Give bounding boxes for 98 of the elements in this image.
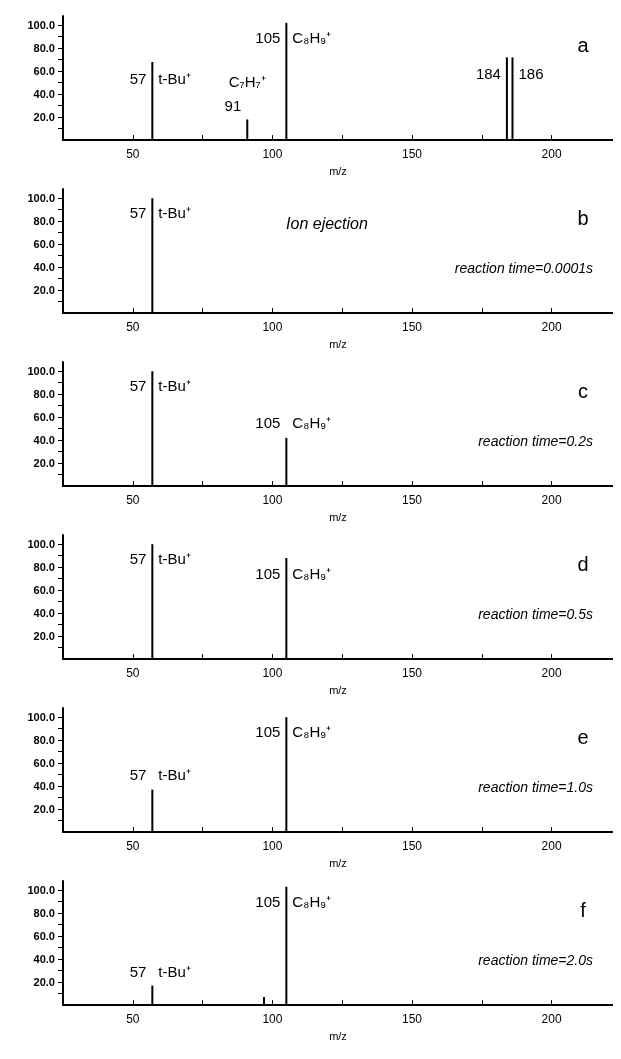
x-tick-label: 150 xyxy=(401,320,423,335)
y-tick-label: 40.0 xyxy=(33,434,55,447)
x-tick-label: 100 xyxy=(262,147,283,162)
x-tick-label: 50 xyxy=(126,1012,140,1027)
annotation: reaction time=0.5s xyxy=(478,605,593,622)
y-tick-label: 100.0 xyxy=(27,884,55,897)
annotation: reaction time=2.0s xyxy=(478,951,593,968)
y-tick-label: 20.0 xyxy=(33,630,55,643)
annotation: 105 xyxy=(255,413,281,431)
y-tick-label: 40.0 xyxy=(33,780,55,793)
y-tick-label: 40.0 xyxy=(33,261,55,274)
annotation: C₈H₉⁺ xyxy=(292,723,332,741)
annotation: reaction time=0.0001s xyxy=(454,259,593,276)
y-tick-label: 100.0 xyxy=(27,365,55,378)
y-tick-label: 60.0 xyxy=(33,411,55,424)
y-tick-label: 60.0 xyxy=(33,238,55,251)
annotation: C₈H₉⁺ xyxy=(292,413,332,431)
annotation: d xyxy=(577,552,589,575)
annotation: reaction time=1.0s xyxy=(478,778,593,795)
x-tick-label: 200 xyxy=(541,666,562,681)
x-tick-label: 100 xyxy=(262,839,283,854)
x-tick-label: 200 xyxy=(541,320,562,335)
annotation: Ion ejection xyxy=(286,214,369,232)
x-axis-title: m/z xyxy=(329,164,347,177)
x-axis-title: m/z xyxy=(329,337,347,350)
annotation: t-Bu⁺ xyxy=(158,962,191,980)
annotation: 105 xyxy=(255,564,281,582)
y-tick-label: 80.0 xyxy=(33,388,55,401)
annotation: 105 xyxy=(255,28,281,46)
y-tick-label: 20.0 xyxy=(33,111,55,124)
y-tick-label: 40.0 xyxy=(33,88,55,101)
annotation: a xyxy=(577,33,590,56)
annotation: 186 xyxy=(518,65,544,83)
x-axis-title: m/z xyxy=(329,1029,347,1042)
annotation: t-Bu⁺ xyxy=(158,377,191,395)
y-tick-label: 60.0 xyxy=(33,584,55,597)
y-tick-label: 80.0 xyxy=(33,734,55,747)
x-axis-title: m/z xyxy=(329,510,347,523)
annotation: 57 xyxy=(129,70,147,88)
y-tick-label: 80.0 xyxy=(33,561,55,574)
y-tick-label: 100.0 xyxy=(27,19,55,32)
y-tick-label: 40.0 xyxy=(33,607,55,620)
x-tick-label: 50 xyxy=(126,320,140,335)
x-axis-title: m/z xyxy=(329,683,347,696)
y-tick-label: 20.0 xyxy=(33,976,55,989)
annotation: b xyxy=(577,206,589,229)
annotation: C₇H₇⁺ xyxy=(228,72,266,90)
x-tick-label: 200 xyxy=(541,147,562,162)
y-tick-label: 20.0 xyxy=(33,803,55,816)
annotation: 105 xyxy=(255,723,281,741)
annotation: 91 xyxy=(224,96,242,114)
x-tick-label: 150 xyxy=(401,147,423,162)
annotation: C₈H₉⁺ xyxy=(292,892,332,910)
y-tick-label: 100.0 xyxy=(27,192,55,205)
x-tick-label: 150 xyxy=(401,1012,423,1027)
annotation: C₈H₉⁺ xyxy=(292,564,332,582)
y-tick-label: 20.0 xyxy=(33,457,55,470)
x-tick-label: 200 xyxy=(541,493,562,508)
x-tick-label: 50 xyxy=(126,493,140,508)
annotation: e xyxy=(577,725,589,748)
annotation: 184 xyxy=(475,65,501,83)
annotation: 57 xyxy=(129,765,147,783)
x-tick-label: 50 xyxy=(126,666,140,681)
y-tick-label: 80.0 xyxy=(33,42,55,55)
annotation: reaction time=0.2s xyxy=(478,432,593,449)
y-tick-label: 20.0 xyxy=(33,284,55,297)
y-tick-label: 40.0 xyxy=(33,953,55,966)
annotation: 57 xyxy=(129,962,147,980)
x-tick-label: 150 xyxy=(401,493,423,508)
y-tick-label: 80.0 xyxy=(33,215,55,228)
annotation: f xyxy=(580,898,587,921)
annotation: 57 xyxy=(129,377,147,395)
y-tick-label: 100.0 xyxy=(27,538,55,551)
x-tick-label: 150 xyxy=(401,666,423,681)
annotation: t-Bu⁺ xyxy=(158,70,191,88)
x-tick-label: 50 xyxy=(126,147,140,162)
annotation: c xyxy=(578,379,588,402)
x-tick-label: 100 xyxy=(262,1012,283,1027)
x-tick-label: 200 xyxy=(541,839,562,854)
annotation: t-Bu⁺ xyxy=(158,550,191,568)
annotation: C₈H₉⁺ xyxy=(292,28,332,46)
y-tick-label: 60.0 xyxy=(33,930,55,943)
y-tick-label: 60.0 xyxy=(33,65,55,78)
annotation: 105 xyxy=(255,892,281,910)
x-tick-label: 100 xyxy=(262,320,283,335)
x-axis-title: m/z xyxy=(329,856,347,869)
x-tick-label: 200 xyxy=(541,1012,562,1027)
x-tick-label: 50 xyxy=(126,839,140,854)
x-tick-label: 100 xyxy=(262,493,283,508)
x-tick-label: 100 xyxy=(262,666,283,681)
y-tick-label: 100.0 xyxy=(27,711,55,724)
annotation: t-Bu⁺ xyxy=(158,204,191,222)
annotation: 57 xyxy=(129,550,147,568)
annotation: 57 xyxy=(129,204,147,222)
x-tick-label: 150 xyxy=(401,839,423,854)
y-tick-label: 80.0 xyxy=(33,907,55,920)
annotation: t-Bu⁺ xyxy=(158,765,191,783)
y-tick-label: 60.0 xyxy=(33,757,55,770)
